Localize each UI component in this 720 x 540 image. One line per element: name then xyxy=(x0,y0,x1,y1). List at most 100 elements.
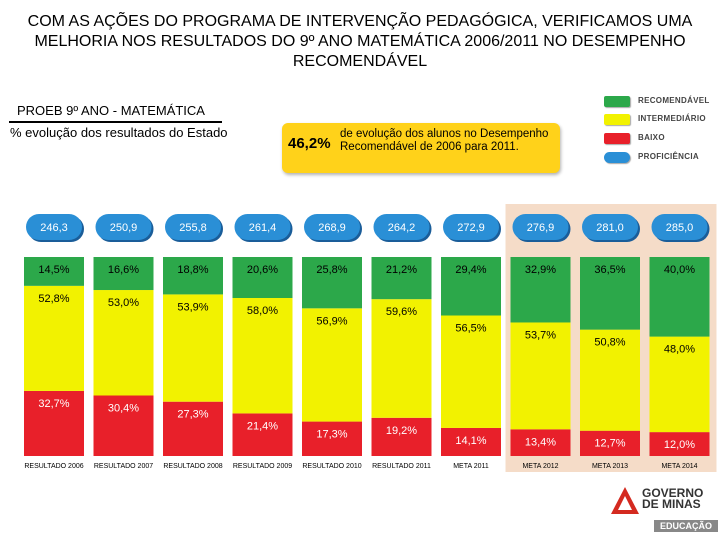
category-label-8: META 2013 xyxy=(592,463,628,470)
legend-swatch-proficiencia xyxy=(604,152,630,163)
bar-intermedirio-2 xyxy=(163,294,223,402)
bar-recomendvel-9 xyxy=(649,257,710,337)
callout-box: 46,2% de evolução dos alunos no Desempen… xyxy=(282,123,562,175)
legend-item-proficiencia: PROFICIÊNCIA xyxy=(604,152,716,166)
page-title: COM AS AÇÕES DO PROGRAMA DE INTERVENÇÃO … xyxy=(27,13,693,70)
bar-baixo-9 xyxy=(649,432,710,456)
legend-label-recomendavel: RECOMENDÁVEL xyxy=(638,96,710,105)
data-label-recomendvel-4: 25,8% xyxy=(316,264,347,276)
legend-item-baixo: BAIXO xyxy=(604,133,716,147)
data-label-recomendvel-8: 36,5% xyxy=(594,264,625,276)
bar-baixo-7 xyxy=(510,429,571,456)
bar-intermedirio-3 xyxy=(232,297,293,414)
category-label-0: RESULTADO 2006 xyxy=(24,463,83,470)
bar-recomendvel-2 xyxy=(163,257,223,295)
proficiency-label-1: 250,9 xyxy=(110,222,138,234)
category-label-1: RESULTADO 2007 xyxy=(94,463,153,470)
proficiency-label-3: 261,4 xyxy=(249,222,277,234)
bar-baixo-6 xyxy=(441,427,501,456)
category-label-4: RESULTADO 2010 xyxy=(302,463,361,470)
proficiency-label-5: 264,2 xyxy=(388,222,416,234)
data-label-recomendvel-9: 40,0% xyxy=(664,264,695,276)
bar-recomendvel-6 xyxy=(441,257,501,316)
category-label-6: META 2011 xyxy=(453,463,489,470)
proficiency-label-0: 246,3 xyxy=(40,222,68,234)
bar-intermedirio-8 xyxy=(580,329,640,431)
category-label-7: META 2012 xyxy=(522,463,558,470)
data-label-recomendvel-1: 16,6% xyxy=(108,264,139,276)
bar-recomendvel-5 xyxy=(371,257,432,300)
data-label-baixo-7: 13,4% xyxy=(525,436,556,448)
chart-subtitle: PROEB 9º ANO - MATEMÁTICA xyxy=(17,103,205,118)
legend-item-recomendavel: RECOMENDÁVEL xyxy=(604,96,716,110)
proficiency-label-2: 255,8 xyxy=(179,222,207,234)
data-label-intermedirio-9: 48,0% xyxy=(664,344,695,356)
logo-text: GOVERNO DE MINAS xyxy=(642,486,704,511)
data-label-baixo-2: 27,3% xyxy=(177,409,208,421)
bar-intermedirio-6 xyxy=(441,315,501,428)
proficiency-label-6: 272,9 xyxy=(457,222,485,234)
bar-recomendvel-3 xyxy=(232,257,293,298)
callout-text: de evolução dos alunos no Desempenho Rec… xyxy=(340,128,549,153)
proficiency-bubble-1 xyxy=(95,214,152,240)
data-label-intermedirio-1: 53,0% xyxy=(108,297,139,309)
category-label-5: RESULTADO 2011 xyxy=(372,463,431,470)
subtitle-underline xyxy=(9,121,222,123)
data-label-baixo-6: 14,1% xyxy=(455,435,486,447)
bar-recomendvel-7 xyxy=(510,257,571,323)
data-label-baixo-4: 17,3% xyxy=(316,429,347,441)
proficiency-bubble-3 xyxy=(234,214,291,240)
legend-label-proficiencia: PROFICIÊNCIA xyxy=(638,152,699,161)
legend-item-intermediario: INTERMEDIÁRIO xyxy=(604,114,716,128)
proficiency-label-7: 276,9 xyxy=(527,222,555,234)
data-label-baixo-8: 12,7% xyxy=(594,438,625,450)
data-label-recomendvel-2: 18,8% xyxy=(177,264,208,276)
callout-percent: 46,2% xyxy=(288,135,331,152)
proficiency-bubble-5 xyxy=(373,214,430,240)
data-label-intermedirio-4: 56,9% xyxy=(316,315,347,327)
data-label-intermedirio-0: 52,8% xyxy=(38,293,69,305)
category-label-2: RESULTADO 2008 xyxy=(163,463,222,470)
bar-recomendvel-1 xyxy=(93,257,154,291)
category-label-9: META 2014 xyxy=(661,463,697,470)
bar-intermedirio-5 xyxy=(371,299,432,418)
triangle-logo-icon xyxy=(611,487,639,514)
data-label-baixo-1: 30,4% xyxy=(108,403,139,415)
bar-baixo-5 xyxy=(371,417,432,456)
legend-swatch-recomendavel xyxy=(604,96,630,107)
legend-swatch-baixo xyxy=(604,133,630,144)
bar-baixo-2 xyxy=(163,401,223,456)
logo-line1: GOVERNO xyxy=(642,486,704,500)
data-label-intermedirio-5: 59,6% xyxy=(386,306,417,318)
data-label-recomendvel-5: 21,2% xyxy=(386,264,417,276)
proficiency-bubble-2 xyxy=(165,214,221,240)
proficiency-label-4: 268,9 xyxy=(318,222,346,234)
legend-label-intermediario: INTERMEDIÁRIO xyxy=(638,114,706,123)
data-label-intermedirio-2: 53,9% xyxy=(177,301,208,313)
data-label-baixo-0: 32,7% xyxy=(38,398,69,410)
data-label-recomendvel-7: 32,9% xyxy=(525,264,556,276)
data-label-intermedirio-6: 56,5% xyxy=(455,323,486,335)
chart-caption: % evolução dos resultados do Estado xyxy=(10,125,228,140)
proficiency-bubble-7 xyxy=(512,214,569,240)
data-label-recomendvel-6: 29,4% xyxy=(455,264,486,276)
bar-intermedirio-7 xyxy=(510,322,571,430)
data-label-intermedirio-7: 53,7% xyxy=(525,329,556,341)
bar-recomendvel-0 xyxy=(24,257,84,286)
data-label-baixo-3: 21,4% xyxy=(247,420,278,432)
proficiency-label-9: 285,0 xyxy=(666,222,694,234)
logo-line2: DE MINAS xyxy=(642,497,701,511)
bar-intermedirio-1 xyxy=(93,290,154,396)
bar-intermedirio-4 xyxy=(302,308,362,422)
proficiency-label-8: 281,0 xyxy=(596,222,624,234)
logo-education: EDUCAÇÃO xyxy=(654,520,719,532)
proficiency-bubble-0 xyxy=(26,214,82,240)
proficiency-bubble-8 xyxy=(582,214,638,240)
data-label-baixo-9: 12,0% xyxy=(664,439,695,451)
data-label-baixo-5: 19,2% xyxy=(386,425,417,437)
data-label-intermedirio-3: 58,0% xyxy=(247,305,278,317)
bar-baixo-1 xyxy=(93,395,154,456)
proficiency-bubble-6 xyxy=(443,214,499,240)
bar-baixo-8 xyxy=(580,430,640,456)
